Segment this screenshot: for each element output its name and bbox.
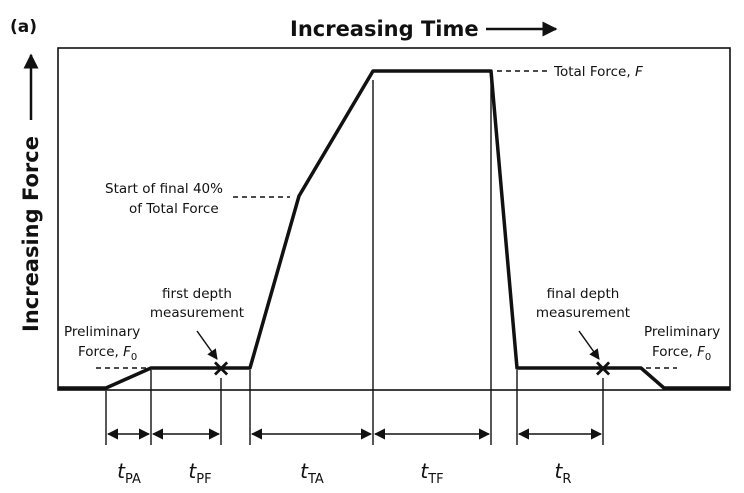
x-axis-title: Increasing Time [290, 17, 479, 41]
figure-label: (a) [10, 17, 37, 37]
final-depth-pointer [578, 330, 600, 360]
preliminary-left-line2: Force, F0 [78, 344, 137, 363]
preliminary-right-line2: Force, F0 [652, 344, 711, 363]
interval-labels: tPA tPF tTA tTF tR [117, 459, 571, 487]
first-depth-label-line2: measurement [150, 305, 244, 321]
plot-frame [57, 47, 731, 391]
start-final-label-line2: of Total Force [129, 201, 219, 217]
y-axis-title: Increasing Force [19, 136, 43, 332]
interval-label-pf: tPF [188, 459, 211, 487]
preliminary-right-line1: Preliminary [644, 324, 720, 340]
first-depth-marker: × [211, 354, 231, 382]
preliminary-left-line1: Preliminary [64, 324, 140, 340]
interval-label-r: tR [555, 459, 572, 487]
total-force-label: Total Force, F [553, 64, 643, 80]
interval-label-tf: tTF [420, 459, 443, 487]
dashed-leaders [96, 70, 677, 369]
interval-label-pa: tPA [117, 459, 141, 487]
final-depth-label-line2: measurement [536, 305, 630, 321]
measurement-markers: × × [211, 354, 613, 382]
final-depth-label-line1: final depth [547, 286, 620, 302]
interval-label-ta: tTA [300, 459, 324, 487]
interval-guide-lines [105, 80, 604, 445]
final-depth-marker: × [593, 354, 613, 382]
first-depth-label-line1: first depth [162, 286, 232, 302]
first-depth-pointer [196, 330, 218, 360]
force-curve [58, 69, 730, 390]
start-final-label-line1: Start of final 40% [105, 181, 223, 197]
